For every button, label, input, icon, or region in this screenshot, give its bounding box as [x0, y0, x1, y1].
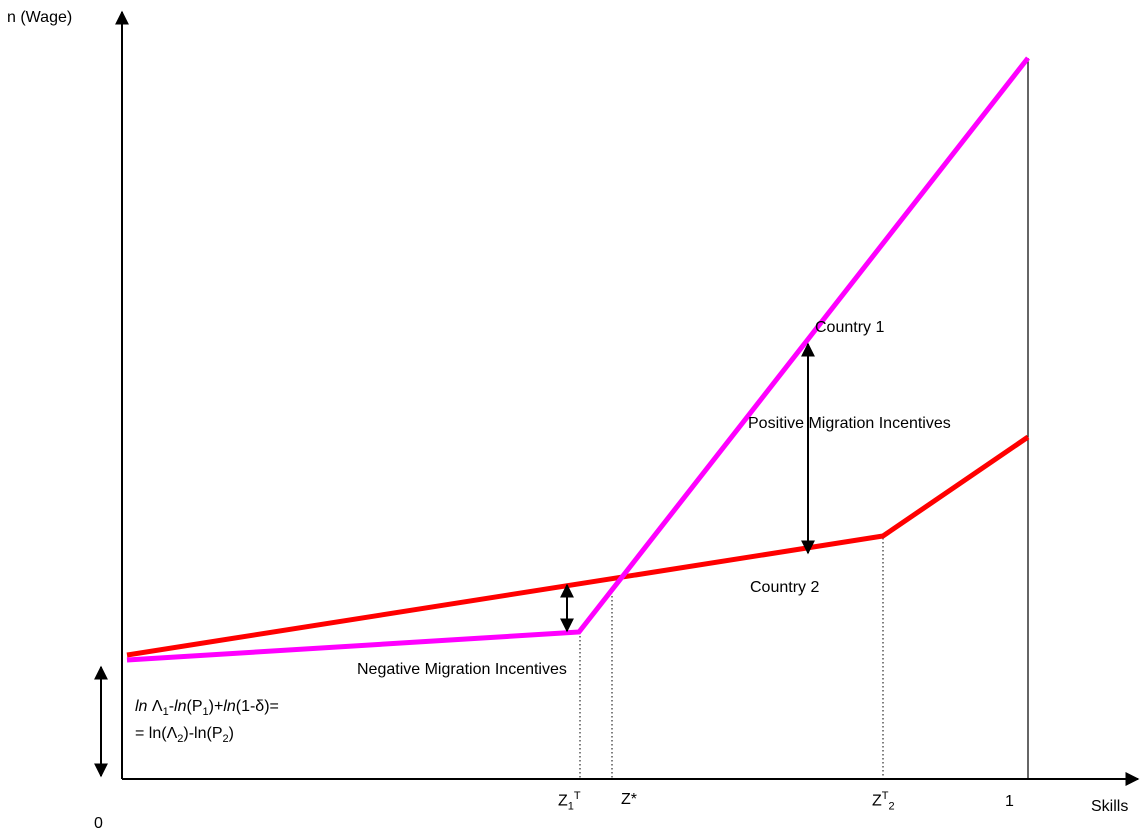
- country1-curve: [126, 56, 1030, 663]
- y-axis-label: n (Wage): [7, 9, 73, 26]
- country2-label: Country 2: [750, 579, 820, 596]
- tick-zstar: Z*: [621, 791, 637, 808]
- origin-label: 0: [94, 815, 103, 832]
- intercept-equation-line2: = ln(Λ2)-ln(P2): [135, 725, 234, 746]
- tick-z2t: ZT2: [872, 790, 895, 813]
- tick-z1t: Z1T: [558, 790, 581, 813]
- x-axis-label: Skills: [1091, 798, 1129, 815]
- positive-incentives-label: Positive Migration Incentives: [748, 415, 951, 432]
- country2-curve: [126, 434, 1030, 658]
- country1-label: Country 1: [815, 319, 885, 336]
- negative-incentives-label: Negative Migration Incentives: [357, 661, 567, 678]
- intercept-equation-line1: ln Λ1-ln(P1)+ln(1-δ)=: [135, 698, 279, 719]
- tick-one: 1: [1005, 793, 1014, 810]
